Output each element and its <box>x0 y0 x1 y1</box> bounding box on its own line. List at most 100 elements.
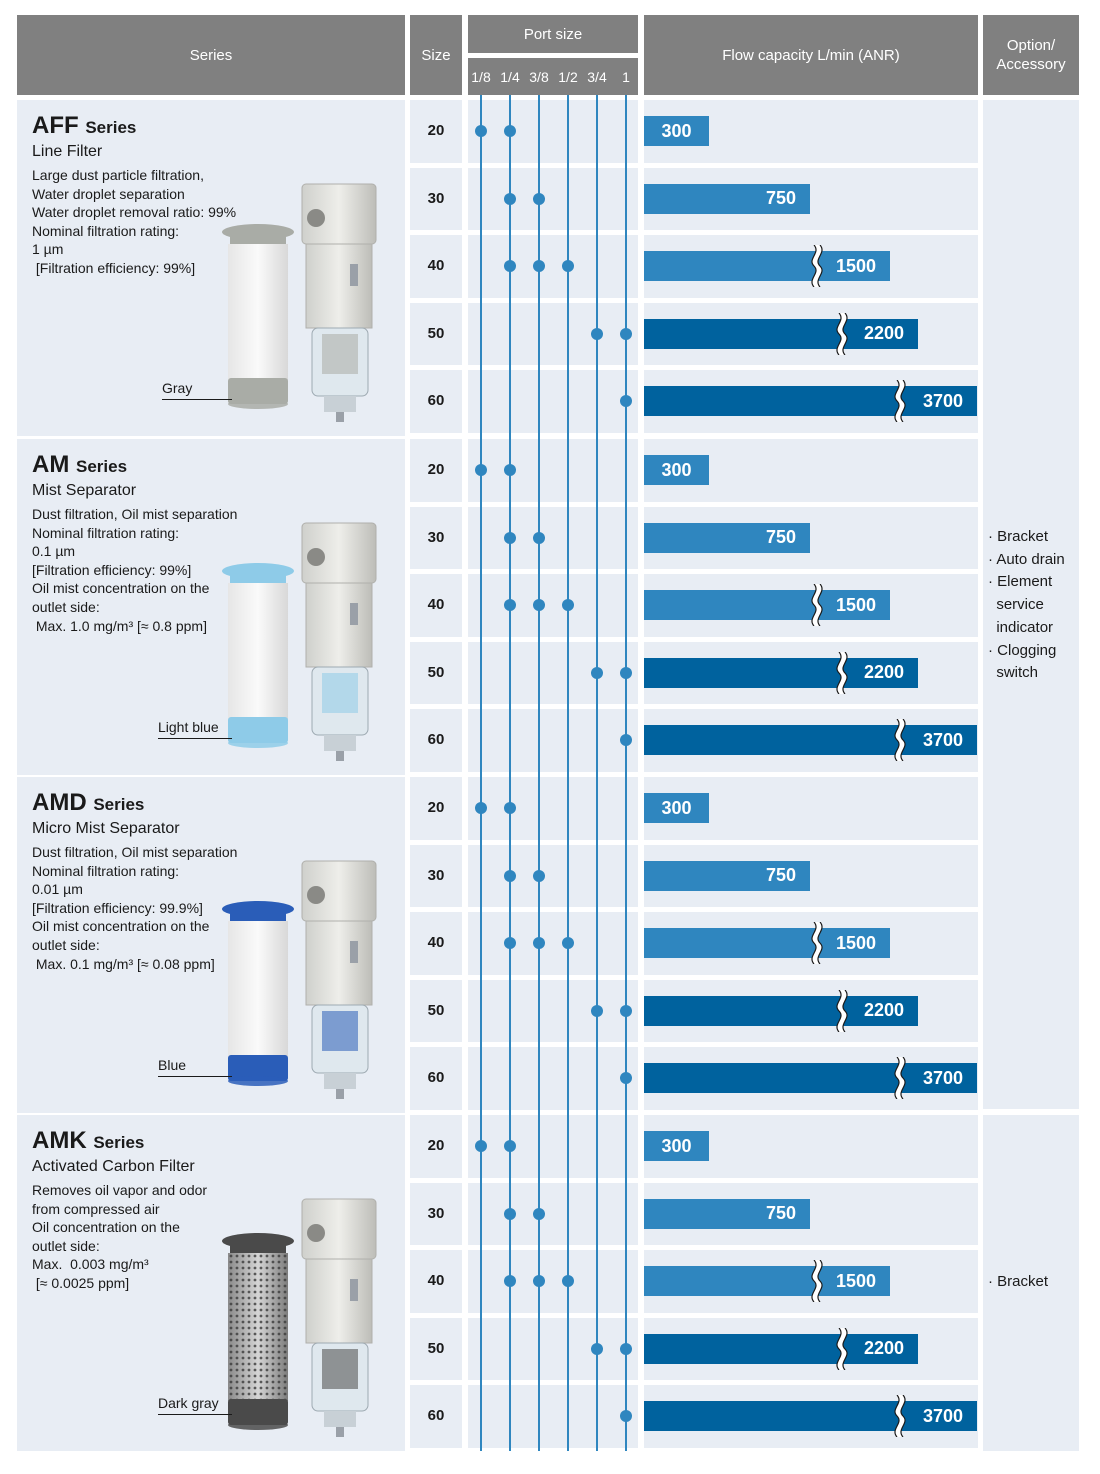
port-column-line <box>596 95 598 1451</box>
size-label: 50 <box>427 663 445 681</box>
element-label-leader-line <box>158 1076 232 1077</box>
flow-capacity-bar: 3700 <box>644 380 977 423</box>
flow-capacity-bar: 750 <box>644 860 810 891</box>
element-label-leader-line <box>158 1414 232 1415</box>
port-available-dot <box>504 1275 516 1288</box>
series-description-line: Large dust particle filtration, <box>32 167 204 183</box>
series-description-line: Nominal filtration rating: <box>32 862 180 879</box>
option-accessory-item: service <box>988 596 1044 614</box>
header-port-size: Port size <box>468 15 638 53</box>
filter-housing <box>301 183 377 422</box>
series-suffix: Series <box>76 457 128 476</box>
series-description-line: outlet side: <box>32 937 100 953</box>
series-description-line: outlet side: <box>32 599 100 615</box>
port-available-dot <box>504 599 516 612</box>
size-label: 40 <box>427 934 445 952</box>
axis-break-mark <box>811 245 823 288</box>
option-accessory-item: indicator <box>988 618 1054 636</box>
port-available-dot <box>533 531 545 544</box>
size-label: 30 <box>427 1204 445 1222</box>
flow-capacity-bar: 2200 <box>644 312 918 355</box>
series-description-line: Water droplet separation <box>32 185 185 202</box>
size-label: 50 <box>427 1339 445 1357</box>
axis-break-mark <box>894 1057 906 1100</box>
header-flow-capacity: Flow capacity L/min (ANR) <box>644 15 978 95</box>
port-available-dot <box>504 531 516 544</box>
size-label: 60 <box>427 392 445 410</box>
size-cell <box>410 506 462 570</box>
flow-capacity-value: 300 <box>661 459 692 480</box>
port-cell <box>468 777 638 840</box>
axis-break-mark <box>811 584 823 627</box>
flow-capacity-value: 2200 <box>863 1000 904 1021</box>
size-label: 40 <box>427 596 445 614</box>
port-cell <box>468 844 638 908</box>
flow-capacity-value: 750 <box>765 188 796 209</box>
element-color-label: Gray <box>162 380 193 396</box>
flow-capacity-value: 3700 <box>922 729 963 750</box>
size-label: 20 <box>427 1137 445 1154</box>
size-cell <box>410 709 462 772</box>
port-cell <box>468 235 638 298</box>
option-accessory-item: · Clogging <box>988 641 1057 659</box>
series-subtitle: Micro Mist Separator <box>32 820 180 837</box>
flow-capacity-bar: 300 <box>644 793 709 823</box>
filter-product-illustration <box>222 860 377 1099</box>
flow-capacity-value: 750 <box>765 1203 796 1224</box>
flow-capacity-value: 1500 <box>835 932 876 953</box>
port-available-dot <box>504 802 516 814</box>
axis-break-mark <box>836 1327 848 1370</box>
flow-capacity-value: 300 <box>661 1135 692 1156</box>
option-accessory-item: · Bracket <box>988 528 1049 545</box>
size-cell <box>410 167 462 231</box>
port-available-dot <box>504 464 516 476</box>
port-available-dot <box>504 1207 516 1220</box>
size-cell <box>410 1047 462 1110</box>
port-available-dot <box>533 1207 545 1220</box>
port-cell <box>468 1182 638 1246</box>
size-cell <box>410 370 462 433</box>
option-accessory-item: · Bracket <box>988 1273 1049 1290</box>
series-suffix: Series <box>85 118 137 137</box>
port-available-dot <box>504 260 516 273</box>
series-description-line: Nominal filtration rating: <box>32 222 180 239</box>
flow-capacity-value: 1500 <box>835 1270 876 1291</box>
series-description-line: Nominal filtration rating: <box>32 524 180 541</box>
filter-product-illustration <box>222 183 377 422</box>
port-column-line <box>480 95 482 1451</box>
header-size: Size <box>410 15 462 95</box>
port-size-label: 1/4 <box>500 69 520 85</box>
flow-capacity-bar: 300 <box>644 455 709 485</box>
flow-capacity-bar: 750 <box>644 183 810 214</box>
port-available-dot <box>620 1072 632 1085</box>
filter-product-illustration <box>222 1198 377 1437</box>
filter-product-illustration <box>222 522 377 761</box>
flow-capacity-value: 300 <box>661 120 692 141</box>
series-description-line: outlet side: <box>32 1237 100 1254</box>
series-suffix: Series <box>93 795 145 814</box>
size-cell <box>410 1250 462 1313</box>
series-description-line: Oil mist concentration on the <box>32 918 210 935</box>
flow-capacity-bar: 1500 <box>644 1260 890 1303</box>
filter-housing <box>301 1198 377 1437</box>
port-available-dot <box>504 125 516 137</box>
flow-capacity-bar: 750 <box>644 1198 810 1229</box>
series-description-line: Oil mist concentration on the <box>32 580 210 597</box>
flow-capacity-bar: 3700 <box>644 1395 977 1438</box>
series-title: AMK Series <box>32 1127 144 1155</box>
size-cell <box>410 1385 462 1448</box>
series-title: AM Series <box>32 451 127 479</box>
size-label: 60 <box>427 731 445 749</box>
port-available-dot <box>504 937 516 950</box>
size-cell <box>410 1317 462 1381</box>
size-label: 30 <box>427 528 445 546</box>
size-cell <box>410 1182 462 1246</box>
series-name: AMD <box>32 789 87 816</box>
port-available-dot <box>533 599 545 612</box>
element-cartridge <box>222 563 294 748</box>
filter-housing <box>301 522 377 761</box>
port-size-label: 3/4 <box>587 69 607 85</box>
size-label: 40 <box>427 1272 445 1290</box>
size-cell <box>410 979 462 1043</box>
series-description-line: Max. 0.003 mg/m³ <box>32 1256 149 1273</box>
